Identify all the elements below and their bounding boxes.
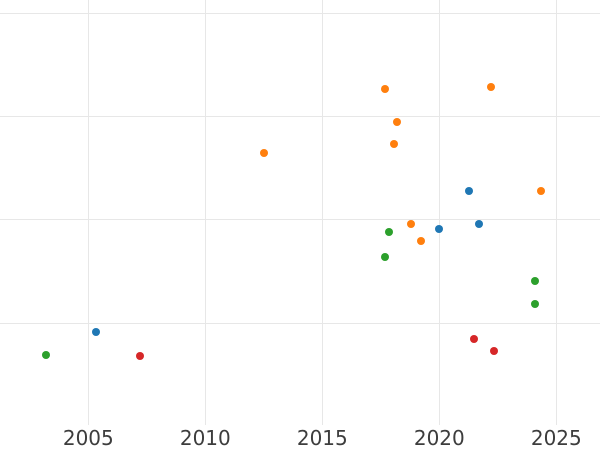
gridline-x-2015 — [321, 0, 323, 425]
x-tick-label-2015: 2015 — [296, 426, 348, 450]
scatter-point-orange — [537, 186, 546, 195]
scatter-point-orange — [381, 84, 390, 93]
scatter-point-red — [470, 334, 479, 343]
scatter-point-orange — [259, 148, 268, 157]
scatter-point-red — [135, 352, 144, 361]
x-tick-label-2025: 2025 — [530, 426, 582, 450]
gridline-y-4 — [0, 12, 600, 14]
gridline-x-2025 — [555, 0, 557, 425]
scatter-point-blue — [435, 225, 444, 234]
scatter-point-blue — [475, 220, 484, 229]
gridline-y-1 — [0, 322, 600, 324]
gridline-x-2020 — [438, 0, 440, 425]
scatter-point-green — [530, 299, 539, 308]
scatter-point-green — [42, 351, 51, 360]
x-tick-label-2005: 2005 — [62, 426, 114, 450]
x-tick-label-2020: 2020 — [413, 426, 465, 450]
scatter-point-orange — [416, 236, 425, 245]
gridline-y-2 — [0, 219, 600, 221]
scatter-point-green — [384, 228, 393, 237]
scatter-point-orange — [407, 220, 416, 229]
gridline-x-2005 — [87, 0, 89, 425]
scatter-point-orange — [486, 82, 495, 91]
gridline-y-3 — [0, 116, 600, 118]
scatter-point-orange — [393, 117, 402, 126]
x-tick-label-2010: 2010 — [179, 426, 231, 450]
gridline-x-2010 — [204, 0, 206, 425]
scatter-point-blue — [465, 186, 474, 195]
scatter-point-blue — [92, 328, 101, 337]
scatter-point-red — [490, 347, 499, 356]
scatter-point-green — [530, 276, 539, 285]
scatter-point-orange — [389, 140, 398, 149]
scatter-point-green — [381, 253, 390, 262]
